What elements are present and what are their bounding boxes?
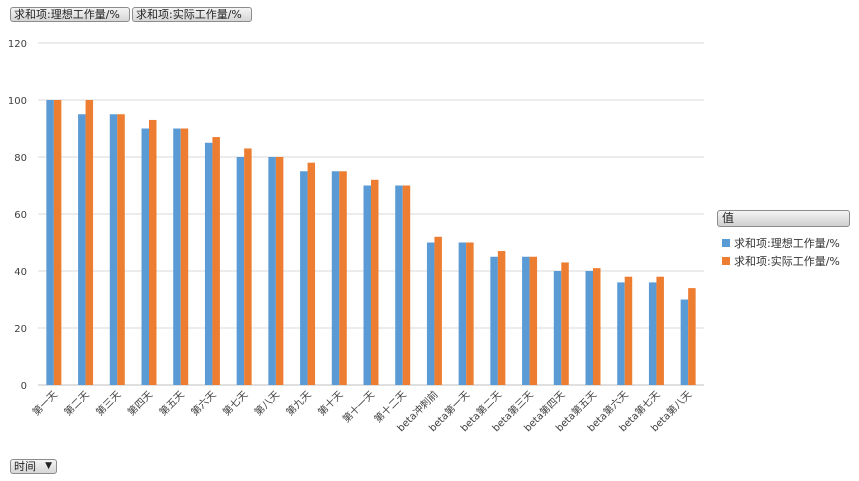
x-tick-label: 第七天 <box>220 388 250 418</box>
legend-label-actual: 求和项:实际工作量/% <box>734 255 840 268</box>
x-tick-label: 第二天 <box>61 388 91 418</box>
bar-actual[interactable] <box>180 128 189 386</box>
x-tick-label: 第十天 <box>315 388 345 418</box>
bar-ideal[interactable] <box>109 114 118 385</box>
x-tick-label: 第十一天 <box>340 388 377 425</box>
bar-actual[interactable] <box>688 288 696 385</box>
bar-actual[interactable] <box>339 171 347 385</box>
y-tick-label: 80 <box>14 153 27 164</box>
x-tick-label: 第六天 <box>188 388 218 418</box>
bars <box>46 100 696 386</box>
bar-ideal[interactable] <box>490 256 498 385</box>
legend-label-ideal: 求和项:理想工作量/% <box>734 237 840 250</box>
bar-ideal[interactable] <box>617 282 625 385</box>
dropdown-triangle-icon[interactable]: ▼ <box>45 461 52 471</box>
bar-actual[interactable] <box>434 236 442 385</box>
y-tick-label: 60 <box>14 210 27 221</box>
bar-actual[interactable] <box>275 157 284 385</box>
bar-actual[interactable] <box>497 251 506 385</box>
bar-actual[interactable] <box>593 268 601 385</box>
bar-actual[interactable] <box>529 256 538 385</box>
bar-ideal[interactable] <box>46 100 54 385</box>
bar-ideal[interactable] <box>585 271 594 385</box>
bar-ideal[interactable] <box>363 185 372 386</box>
legend-header[interactable]: 值 <box>717 210 850 227</box>
bar-actual[interactable] <box>371 179 379 385</box>
bar-ideal[interactable] <box>78 114 86 385</box>
bar-actual[interactable] <box>85 100 94 385</box>
x-tick-label: 第三天 <box>93 388 123 418</box>
bar-actual[interactable] <box>402 185 411 386</box>
bar-actual[interactable] <box>149 119 157 385</box>
bar-actual[interactable] <box>656 276 664 385</box>
bar-ideal[interactable] <box>522 256 530 385</box>
legend-swatch-actual <box>722 257 730 265</box>
bar-ideal[interactable] <box>648 282 657 385</box>
bar-ideal[interactable] <box>395 185 403 386</box>
y-tick-label: 120 <box>8 39 27 50</box>
bar-actual[interactable] <box>624 276 633 385</box>
axis-field-label: 时间 <box>14 460 36 473</box>
bar-ideal[interactable] <box>236 157 245 385</box>
bar-ideal[interactable] <box>300 171 308 385</box>
x-tick-label: 第四天 <box>125 388 155 418</box>
legend-swatch-ideal <box>722 239 730 247</box>
axis-field-time-button[interactable]: 时间 ▼ <box>10 459 57 474</box>
field-button-actual[interactable]: 求和项:实际工作量/% <box>132 7 252 22</box>
x-tick-label: 第八天 <box>252 388 282 418</box>
y-tick-label: 0 <box>21 381 27 392</box>
bar-actual[interactable] <box>53 100 62 385</box>
field-button-ideal[interactable]: 求和项:理想工作量/% <box>10 7 130 22</box>
bar-actual[interactable] <box>212 137 220 385</box>
y-tick-label: 40 <box>14 267 27 278</box>
bar-ideal[interactable] <box>173 128 181 386</box>
x-tick-label: 第九天 <box>283 388 313 418</box>
bar-ideal[interactable] <box>458 242 467 386</box>
y-axis-ticks: 0 20 40 60 80 100 120 <box>8 39 27 392</box>
bar-actual[interactable] <box>307 162 316 385</box>
bar-ideal[interactable] <box>553 271 562 385</box>
bar-actual[interactable] <box>561 262 569 385</box>
y-tick-label: 100 <box>8 96 27 107</box>
x-axis-ticks: 第一天 第二天 第三天 第四天 第五天 第六天 第七天 第八天 第九天 第十天第十一天第十二天be… <box>30 388 695 434</box>
bar-ideal[interactable] <box>141 128 150 386</box>
legend: 求和项:理想工作量/% 求和项:实际工作量/% <box>722 234 840 270</box>
bar-actual[interactable] <box>466 242 474 386</box>
legend-item-actual: 求和项:实际工作量/% <box>722 252 840 270</box>
bar-ideal[interactable] <box>331 171 340 385</box>
bar-ideal[interactable] <box>426 242 435 386</box>
bar-ideal[interactable] <box>204 142 213 385</box>
y-tick-label: 20 <box>14 324 27 335</box>
bar-ideal[interactable] <box>268 157 276 385</box>
bar-actual[interactable] <box>117 114 125 385</box>
bar-ideal[interactable] <box>680 299 689 386</box>
bar-actual[interactable] <box>244 148 252 385</box>
x-tick-label: 第一天 <box>30 388 60 418</box>
x-tick-label: 第五天 <box>156 388 186 418</box>
legend-item-ideal: 求和项:理想工作量/% <box>722 234 840 252</box>
